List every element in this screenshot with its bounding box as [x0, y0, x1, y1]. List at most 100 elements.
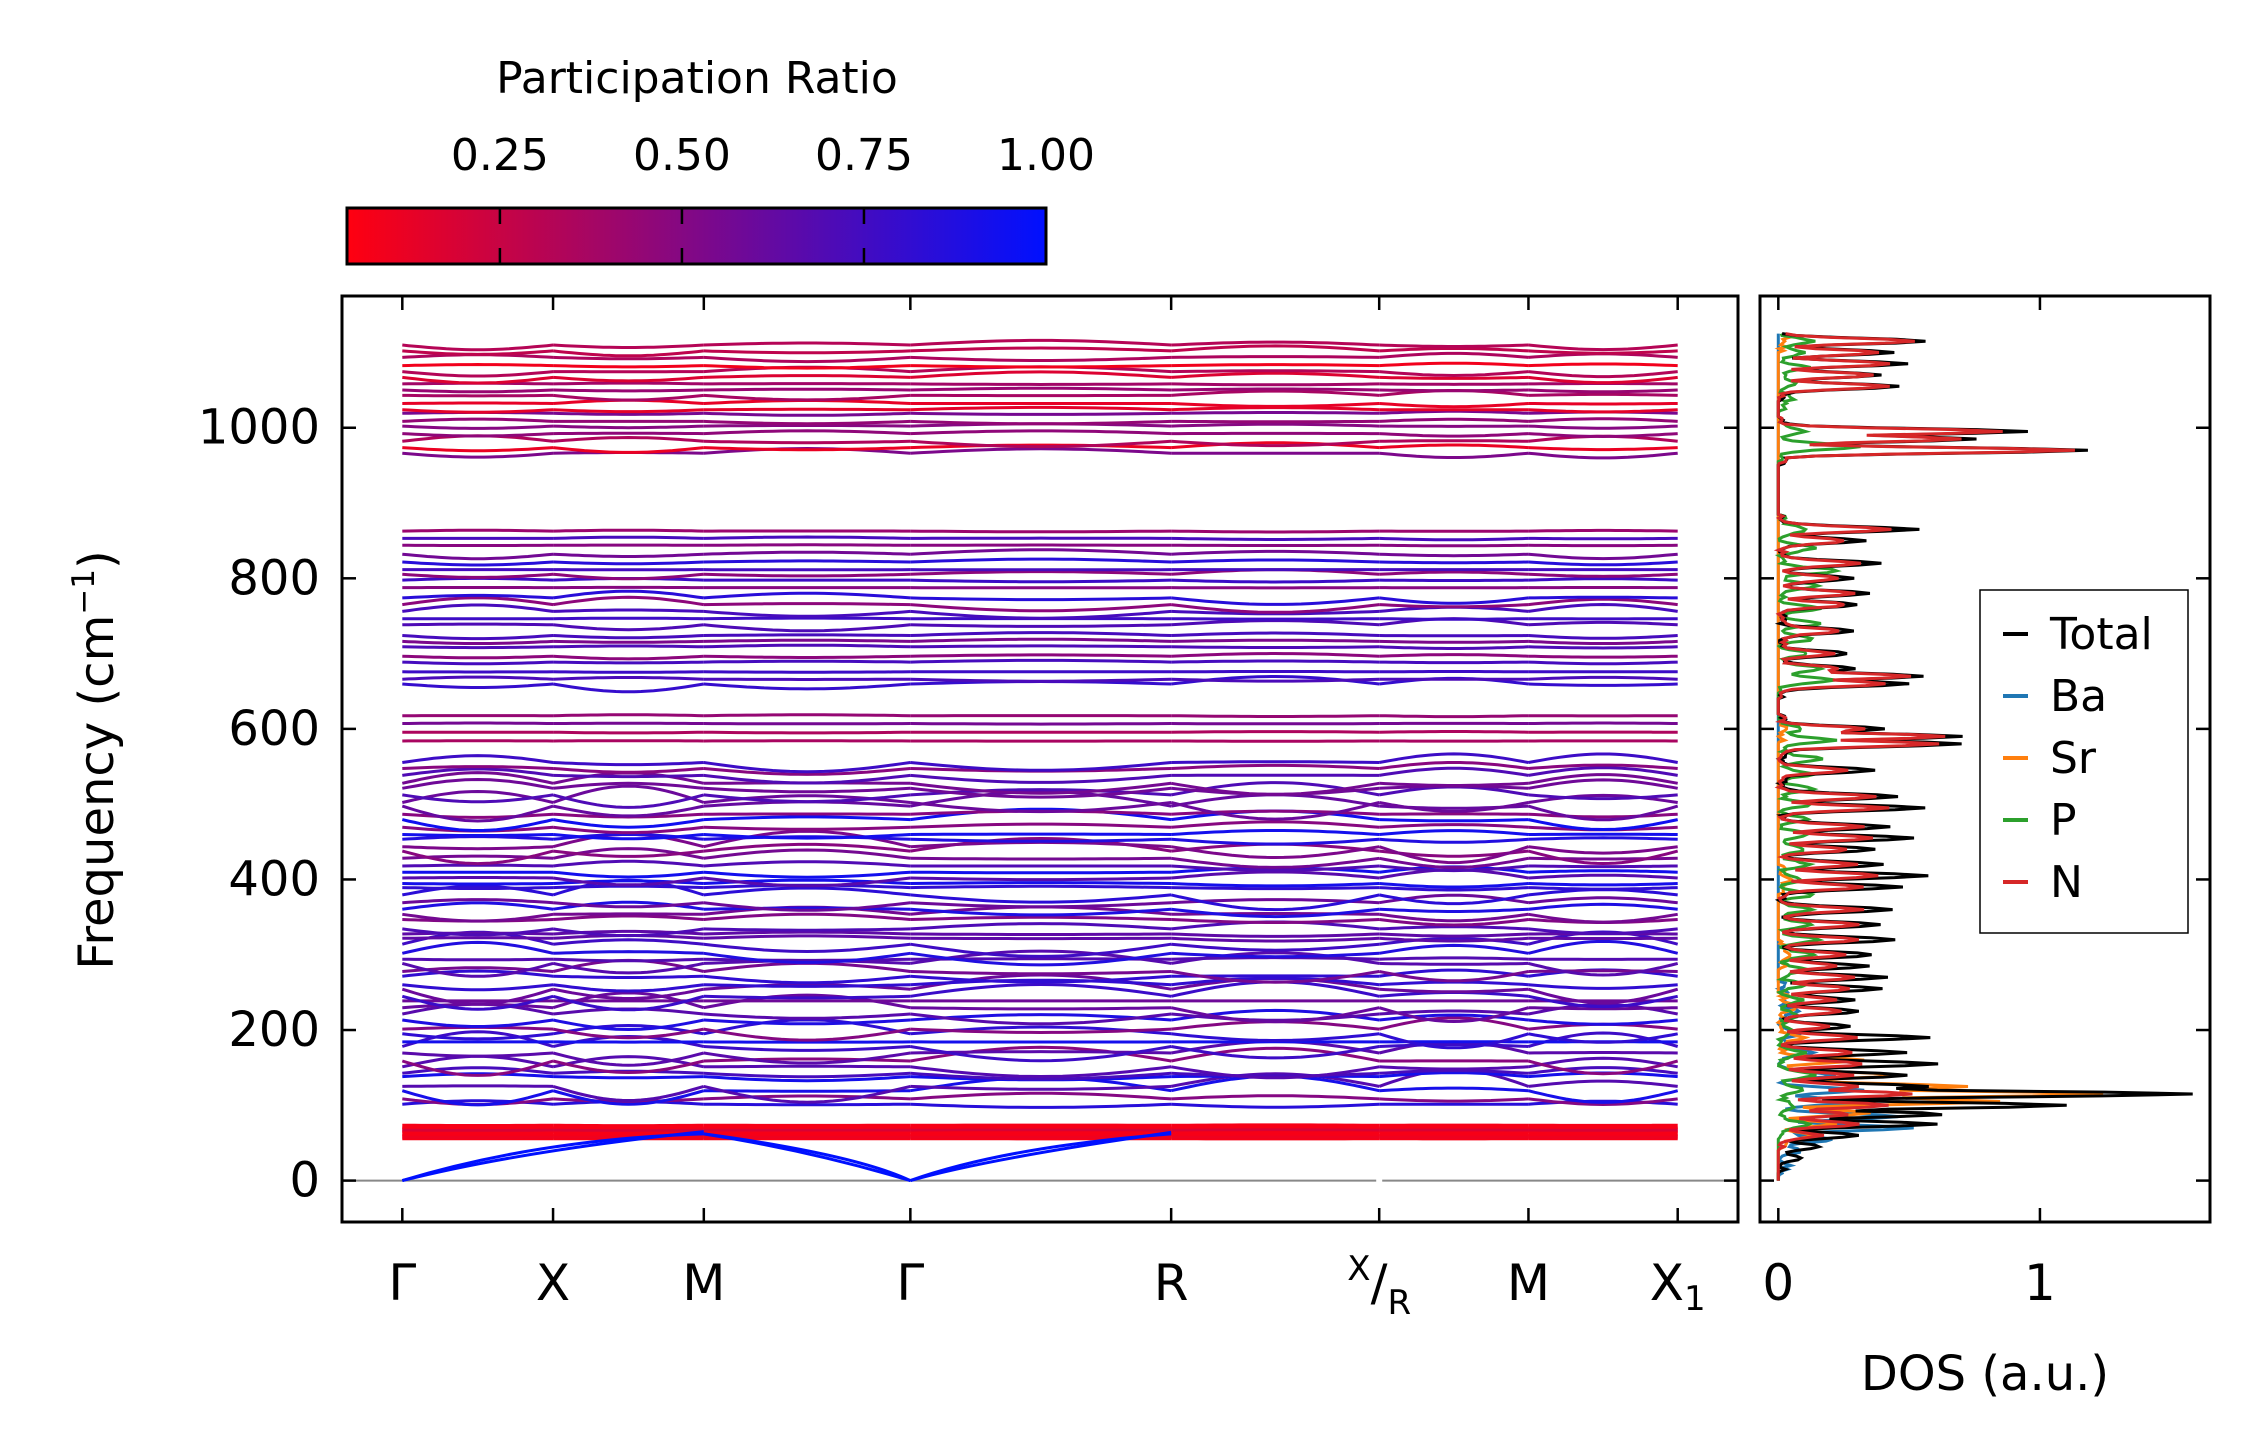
- band-line: [402, 622, 554, 627]
- band-line: [553, 634, 704, 640]
- band-line: [1171, 536, 1380, 541]
- band-line: [910, 932, 1172, 936]
- band-line: [1171, 677, 1380, 683]
- band-line: [402, 654, 554, 660]
- band-line: [910, 637, 1172, 643]
- band-line: [910, 837, 1172, 843]
- band-line: [703, 957, 911, 962]
- band-line: [1528, 1006, 1678, 1011]
- band-line: [402, 446, 554, 453]
- band-line: [703, 419, 911, 426]
- band-x-ticks: Γ X M Γ R X/R M X1: [388, 296, 1706, 1323]
- band-line: [910, 915, 1172, 921]
- band-line: [402, 572, 554, 579]
- band-line: [910, 609, 1172, 620]
- band-line: [402, 901, 554, 911]
- band-line: [703, 654, 911, 659]
- band-line: [703, 543, 911, 547]
- band-line: [910, 876, 1172, 882]
- band-line: [1528, 675, 1678, 681]
- band-line: [553, 914, 704, 921]
- band-line: [402, 876, 554, 880]
- acoustic-branch: [909, 1130, 1172, 1183]
- band-line: [402, 639, 554, 645]
- band-line: [402, 593, 554, 600]
- band-line: [910, 881, 1172, 885]
- band-line: [703, 793, 911, 804]
- band-line: [401, 1054, 554, 1069]
- band-line: [1528, 766, 1678, 777]
- acoustic-branch: [703, 1132, 911, 1183]
- band-line: [703, 602, 911, 607]
- dos-axes-frame: [1758, 294, 2212, 1224]
- band-line: [1379, 936, 1529, 943]
- band-line: [910, 807, 1172, 822]
- band-line: [1171, 907, 1380, 919]
- band-line: [703, 848, 911, 860]
- band-line: [703, 559, 911, 564]
- band-line: [910, 439, 1172, 449]
- band-line: [1171, 976, 1380, 987]
- band-line: [402, 417, 554, 423]
- band-line: [553, 552, 704, 558]
- band-line: [553, 639, 704, 644]
- band-line: [1171, 760, 1380, 764]
- band-line: [910, 370, 1172, 379]
- band-y-tick-label: 1000: [198, 400, 320, 456]
- band-line: [703, 633, 911, 637]
- band-line: [1528, 370, 1678, 379]
- band-line: [1171, 529, 1380, 534]
- band-line: [1378, 766, 1529, 777]
- band-line: [552, 1084, 705, 1103]
- band-line: [910, 870, 1172, 875]
- dos-x-tick-label: 0: [1762, 1254, 1794, 1312]
- band-line: [910, 411, 1172, 416]
- band-line: [1171, 645, 1380, 649]
- band-line: [552, 793, 705, 809]
- band-line: [552, 901, 704, 909]
- band-line: [1379, 980, 1529, 987]
- band-line: [910, 603, 1172, 613]
- band-line: [553, 773, 704, 779]
- band-line: [703, 961, 911, 973]
- band-line: [703, 1018, 911, 1026]
- band-line: [402, 721, 554, 725]
- band-line: [1528, 1051, 1678, 1055]
- band-line: [1379, 409, 1529, 415]
- band-line: [910, 840, 1172, 849]
- band-line: [402, 1051, 554, 1058]
- band-line: [910, 1071, 1172, 1081]
- band-line: [1379, 388, 1529, 393]
- band-line: [1170, 893, 1380, 912]
- band-line: [1379, 882, 1529, 889]
- band-line: [402, 675, 554, 681]
- band-line: [1379, 596, 1529, 605]
- dos-lines: [1773, 332, 2193, 1181]
- band-line: [1528, 1066, 1678, 1075]
- band-line: [553, 343, 704, 349]
- band-line: [703, 1045, 911, 1052]
- band-line: [1171, 918, 1380, 924]
- band-line: [402, 552, 554, 561]
- band-line: [1528, 896, 1678, 905]
- band-line: [1171, 603, 1380, 614]
- band-line: [401, 1059, 554, 1077]
- band-line: [1378, 752, 1529, 764]
- band-line: [1171, 402, 1380, 408]
- band-line: [1528, 602, 1678, 613]
- band-line: [402, 660, 554, 666]
- band-line: [1379, 543, 1529, 548]
- band-line: [1379, 660, 1529, 665]
- band-line: [1528, 343, 1678, 352]
- band-line: [402, 1072, 554, 1079]
- band-line: [552, 1055, 705, 1069]
- band-line: [1379, 361, 1529, 368]
- acoustic-branch: [401, 1132, 704, 1183]
- band-line: [1528, 417, 1678, 423]
- band-y-tick-label: 200: [228, 1002, 320, 1058]
- band-line: [552, 818, 705, 829]
- band-line: [910, 557, 1172, 564]
- band-line: [402, 833, 554, 837]
- band-line: [703, 439, 911, 445]
